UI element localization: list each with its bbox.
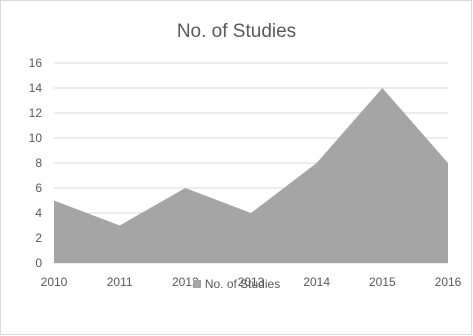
y-tick-label: 0 [35,256,42,270]
y-tick-label: 2 [35,231,42,245]
y-tick-label: 4 [35,206,42,220]
y-tick-label: 16 [29,56,43,70]
chart-title: No. of Studies [176,21,297,42]
area-series [53,87,449,263]
y-tick-label: 8 [35,156,42,170]
x-tick-label: 2014 [303,275,330,289]
legend-swatch [192,279,201,288]
y-tick-label: 10 [29,131,43,145]
x-tick-label: 2012 [172,275,199,289]
x-axis-ticks: 2010 2011 2012 2013 2014 2015 2016 [41,275,462,289]
legend: No. of Studies [0,277,473,291]
y-axis-ticks: 0 2 4 6 8 10 12 14 16 [29,56,43,270]
x-tick-label: 2016 [435,275,462,289]
area-fill [54,88,448,263]
x-tick-label: 2013 [238,275,265,289]
y-tick-label: 12 [29,106,43,120]
y-tick-label: 6 [35,181,42,195]
x-tick-label: 2015 [369,275,396,289]
legend-label: No. of Studies [204,277,281,291]
x-tick-label: 2011 [107,275,133,289]
x-tick-label: 2010 [41,275,68,289]
y-tick-label: 14 [29,81,43,95]
